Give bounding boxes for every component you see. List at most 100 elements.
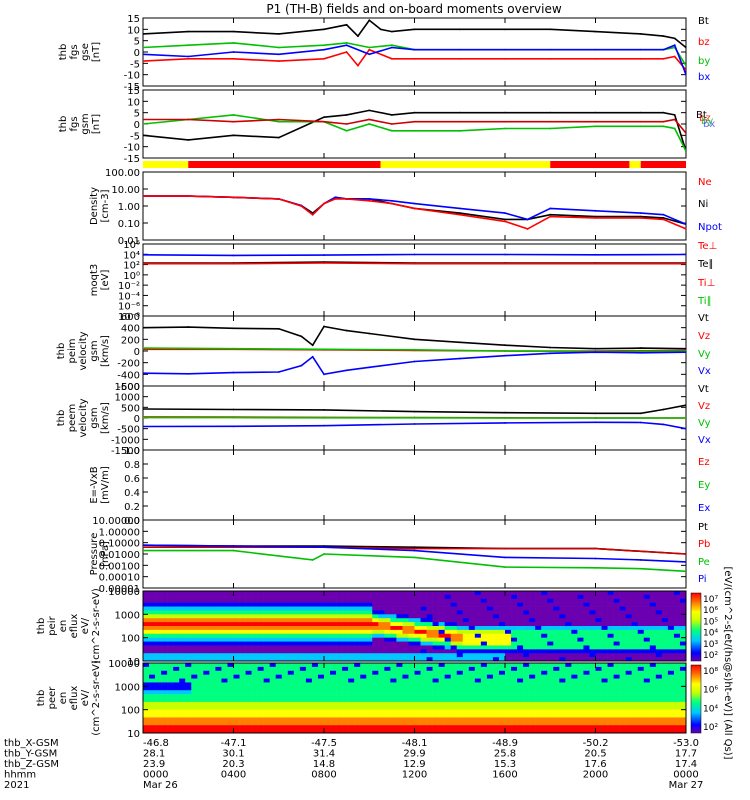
spectrogram-cell <box>324 713 331 718</box>
spectrogram-cell <box>372 606 379 611</box>
spectrogram-cell <box>625 682 632 687</box>
spectrogram-cell <box>330 657 337 662</box>
spectrogram-cell <box>348 709 355 714</box>
spectrogram-cell <box>257 598 264 603</box>
spectrogram-cell <box>366 686 373 691</box>
spectrogram-cell <box>655 591 663 596</box>
spectrogram-cell <box>408 653 415 658</box>
spectrogram-cell <box>197 610 204 615</box>
spectrogram-cell <box>505 598 512 603</box>
spectrogram-cell <box>637 633 645 638</box>
spectrogram-cell <box>529 705 536 710</box>
ytick-label: 5 <box>134 109 140 120</box>
spectrogram-cell <box>396 674 403 679</box>
spectrogram-cell <box>589 701 596 707</box>
spectrogram-cell <box>161 666 168 672</box>
spectrogram-cell <box>492 709 500 714</box>
data-point <box>673 37 676 40</box>
spectrogram-cell <box>673 709 681 714</box>
spectrogram-cell <box>257 657 264 662</box>
spectrogram-cell <box>354 622 361 627</box>
spectrogram-cell <box>293 653 301 658</box>
spectrogram-cell <box>311 674 319 679</box>
spectrogram-cell <box>583 705 590 710</box>
spectrogram-cell <box>480 682 488 687</box>
spectrogram-cell <box>571 666 578 672</box>
spectrogram-cell <box>498 705 506 710</box>
spectrogram-cell <box>607 686 614 691</box>
spectrogram-cell <box>517 637 524 642</box>
spectrogram-cell <box>673 678 681 683</box>
data-point <box>673 44 676 47</box>
spectrogram-cell <box>655 637 663 642</box>
spectrogram-cell <box>456 721 464 726</box>
data-point <box>390 46 393 49</box>
spectrogram-cell <box>529 663 536 668</box>
spectrogram-cell <box>348 602 355 607</box>
spectrogram-cell <box>595 717 602 722</box>
spectrogram-cell <box>366 678 373 683</box>
spectrogram-cell <box>420 725 427 730</box>
spectrogram-cell <box>655 701 663 707</box>
spectrogram-cell <box>408 717 415 722</box>
spectrogram-cell <box>517 626 524 631</box>
spectrogram-cell <box>161 614 168 619</box>
spectrogram-cell <box>625 678 632 683</box>
spectrogram-cell <box>155 666 162 672</box>
spectrogram-cell <box>354 626 361 631</box>
spectrogram-cell <box>601 701 608 707</box>
spectrogram-cell <box>517 666 524 672</box>
spectrogram-cell <box>426 690 433 695</box>
spectrogram-cell <box>281 694 289 699</box>
spectrogram-cell <box>378 721 385 726</box>
spectrogram-cell <box>577 729 584 734</box>
spectrogram-cell <box>275 606 283 611</box>
spectrogram-cell <box>553 618 560 623</box>
spectrogram-cell <box>577 598 584 603</box>
spectrogram-cell <box>565 725 572 730</box>
spectrogram-cell <box>553 657 560 662</box>
spectrogram-cell <box>281 653 289 658</box>
ylabel-density: Density[cm-3] <box>89 187 111 225</box>
spectrogram-cell <box>673 637 681 642</box>
spectrogram-cell <box>517 622 524 627</box>
ytick-label: -400 <box>117 370 140 381</box>
spectrogram-cell <box>414 682 421 687</box>
spectrogram-cell <box>348 686 355 691</box>
data-point <box>143 416 144 419</box>
data-point <box>662 48 665 51</box>
spectrogram-cell <box>155 614 162 619</box>
spectrogram-cell <box>263 694 270 699</box>
data-point <box>345 42 348 44</box>
spectrogram-cell <box>257 666 264 672</box>
spectrogram-cell <box>492 622 500 627</box>
spectrogram-cell <box>649 686 657 691</box>
data-point <box>357 64 359 67</box>
data-point <box>685 69 686 72</box>
data-point <box>549 120 552 123</box>
spectrogram-cell <box>185 666 192 672</box>
spectrogram-cell <box>203 721 210 726</box>
spectrogram-cell <box>257 629 264 635</box>
spectrogram-cell <box>299 725 307 730</box>
spectrogram-cell <box>486 666 494 672</box>
spectrogram-cell <box>179 618 186 623</box>
data-point <box>504 262 506 265</box>
spectrogram-cell <box>281 614 289 619</box>
spectrogram-cell <box>565 598 572 603</box>
spectrogram-cell <box>203 682 210 687</box>
spectrogram-cell <box>275 594 283 600</box>
spectrogram-cell <box>263 717 270 722</box>
spectrogram-cell <box>595 622 602 627</box>
data-point <box>504 127 506 130</box>
spectrogram-cell <box>673 717 681 722</box>
spectrogram-cell <box>468 598 476 603</box>
spectrogram-cell <box>667 641 675 646</box>
spectrogram-cell <box>649 663 657 668</box>
spectrogram-cell <box>324 717 331 722</box>
spectrogram-cell <box>402 602 409 607</box>
spectrogram-cell <box>402 637 409 642</box>
spectrogram-cell <box>191 618 198 623</box>
legend-bz: bz <box>698 37 710 48</box>
spectrogram-cell <box>438 633 445 638</box>
